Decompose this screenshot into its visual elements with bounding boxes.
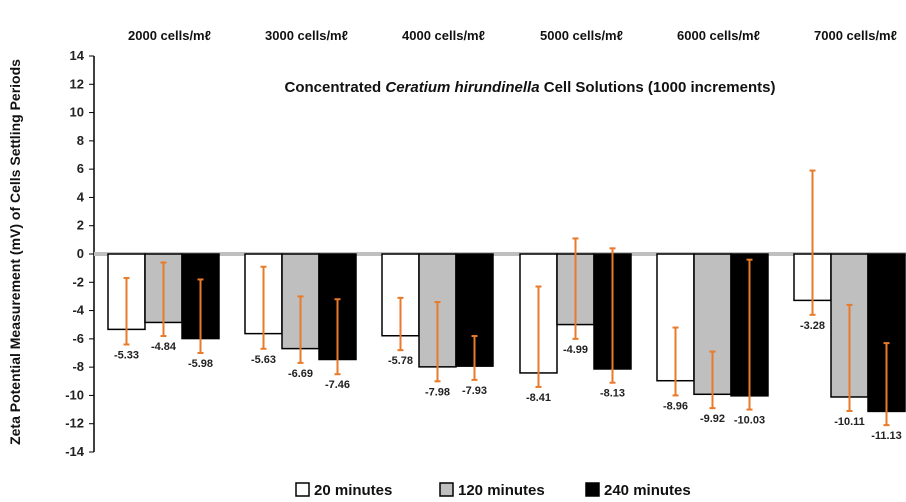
title-part: Concentrated: [285, 79, 386, 96]
data-label: -8.13: [600, 388, 625, 400]
title-part: Ceratium hirundinella: [385, 79, 539, 96]
y-tick-label: -4: [72, 303, 84, 318]
data-label: -5.78: [388, 355, 413, 367]
data-label: -5.63: [251, 354, 276, 366]
data-label: -7.46: [325, 379, 350, 391]
data-label: -7.93: [462, 385, 487, 397]
y-tick-label: 6: [77, 161, 84, 176]
y-tick-label: -6: [72, 331, 84, 346]
data-label: -7.98: [425, 386, 450, 398]
y-tick-label: 0: [77, 246, 84, 261]
y-tick-label: 14: [70, 48, 85, 63]
y-tick-label: 2: [77, 218, 84, 233]
category-label: 7000 cells/mℓ: [814, 28, 897, 43]
y-tick-label: 12: [70, 76, 84, 91]
value-labels: -5.33 -4.84 -5.98 -5.63 -6.69 -7.46 -5.78 -7.98…: [114, 320, 902, 442]
y-tick-label: 8: [77, 133, 84, 148]
data-label: -8.41: [526, 392, 551, 404]
data-label: -8.96: [663, 400, 688, 412]
legend-label: 240 minutes: [604, 482, 691, 499]
data-label: -6.69: [288, 368, 313, 380]
y-axis: 14 12 10 8 6 4 2 0 -2 -4 -6 -8 -10 -12 -14: [65, 48, 906, 459]
chart-title: Concentrated Ceratium hirundinella Cell …: [285, 79, 776, 96]
data-label: -9.92: [700, 413, 725, 425]
category-label: 3000 cells/mℓ: [265, 28, 348, 43]
legend-swatch: [439, 482, 454, 497]
y-axis-label: Zeta Potential Measurement (mV) of Cells…: [7, 59, 23, 445]
y-tick-label: 10: [70, 105, 84, 120]
legend-swatch: [295, 482, 310, 497]
legend: 20 minutes 120 minutes 240 minutes: [295, 482, 691, 499]
category-label: 4000 cells/mℓ: [402, 28, 485, 43]
data-label: -11.13: [871, 430, 902, 442]
y-tick-label: 4: [77, 189, 85, 204]
legend-label: 20 minutes: [314, 482, 392, 499]
category-labels: 2000 cells/mℓ 3000 cells/mℓ 4000 cells/mℓ 5…: [128, 28, 897, 43]
y-tick-label: -14: [65, 444, 85, 459]
data-label: -4.84: [151, 341, 177, 353]
y-tick-label: -8: [72, 359, 84, 374]
data-label: -10.11: [834, 416, 865, 428]
title-part: Cell Solutions (1000 increments): [540, 79, 776, 96]
category-label: 2000 cells/mℓ: [128, 28, 211, 43]
data-label: -3.28: [800, 320, 825, 332]
y-tick-label: -10: [65, 387, 84, 402]
data-label: -5.98: [188, 358, 213, 370]
data-label: -10.03: [734, 415, 765, 427]
data-label: -4.99: [563, 344, 588, 356]
error-bars: [123, 169, 890, 427]
category-label: 5000 cells/mℓ: [540, 28, 623, 43]
data-label: -5.33: [114, 350, 139, 362]
y-tick-label: -12: [65, 416, 84, 431]
y-tick-label: -2: [72, 274, 84, 289]
legend-swatch: [585, 482, 600, 497]
category-label: 6000 cells/mℓ: [677, 28, 760, 43]
legend-label: 120 minutes: [458, 482, 545, 499]
bars: [107, 253, 906, 413]
